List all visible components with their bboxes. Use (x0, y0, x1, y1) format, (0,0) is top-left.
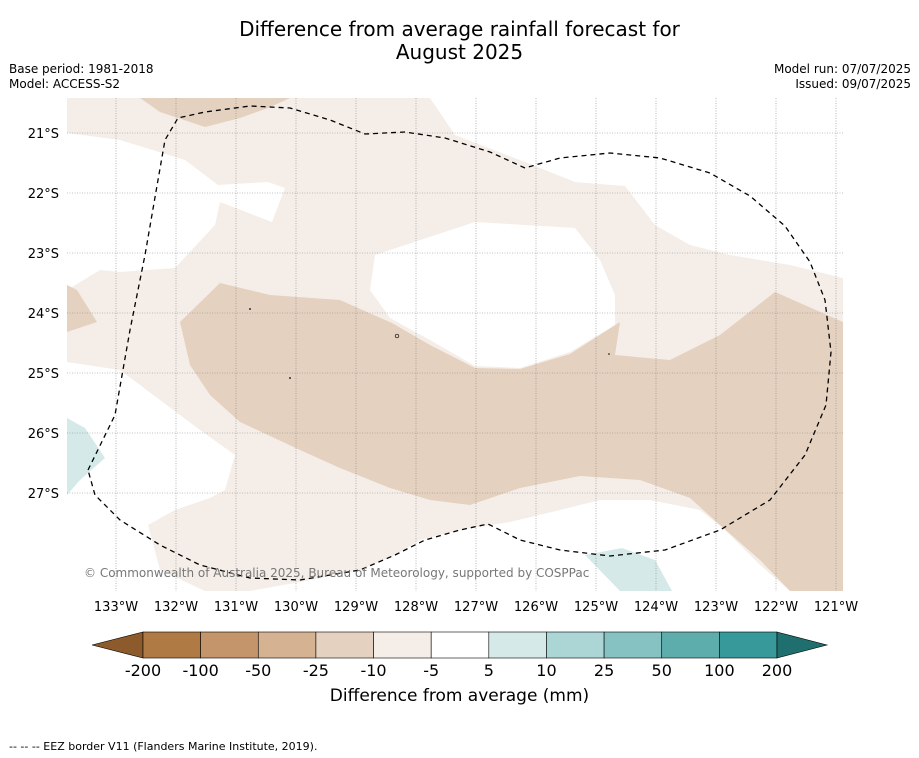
colorbar-cell-8 (603, 631, 663, 659)
lon-label-127w: 127°W (454, 600, 498, 615)
lon-label-128w: 128°W (394, 600, 438, 615)
lat-label-21s: 21°S (28, 127, 59, 142)
lon-label-121w: 121°W (814, 600, 858, 615)
meta-left: Base period: 1981-2018 Model: ACCESS-S2 (9, 62, 154, 92)
colorbar-cell-7 (546, 631, 605, 659)
colorbar-cell-0 (142, 631, 201, 659)
colorbar-right-extension (776, 631, 829, 659)
contour-teal-left (67, 418, 105, 495)
colorbar-cell-4 (373, 631, 432, 659)
speck-3 (394, 333, 400, 339)
eez-footnote: -- -- -- EEZ border V11 (Flanders Marine… (9, 740, 318, 753)
colorbar-tick-label: 10 (536, 661, 556, 680)
colorbar-tick-label: -200 (125, 661, 161, 680)
lat-label-22s: 22°S (28, 187, 59, 202)
colorbar-cell-6 (488, 631, 547, 659)
lon-label-122w: 122°W (754, 600, 798, 615)
issued-date: Issued: 09/07/2025 (795, 77, 911, 91)
lat-label-25s: 25°S (28, 367, 59, 382)
eez-border (87, 105, 832, 581)
gridlines (67, 98, 843, 591)
base-period: Base period: 1981-2018 (9, 62, 154, 76)
lon-label-131w: 131°W (214, 600, 258, 615)
colorbar-tick-label: 5 (484, 661, 494, 680)
lat-tick-labels: 21°S 22°S 23°S 24°S 25°S 26°S 27°S (28, 127, 59, 502)
lon-label-130w: 130°W (274, 600, 318, 615)
colorbar-cell-9 (661, 631, 720, 659)
title-line-1: Difference from average rainfall forecas… (239, 17, 680, 41)
map-title: Difference from average rainfall forecas… (0, 18, 919, 64)
colorbar-tick-label: 100 (704, 661, 735, 680)
colorbar-tick-label: 25 (594, 661, 614, 680)
contour-brown-left-edge (67, 285, 97, 332)
lon-label-126w: 126°W (514, 600, 558, 615)
lon-label-124w: 124°W (634, 600, 678, 615)
lat-label-26s: 26°S (28, 427, 59, 442)
colorbar-tick-label: -10 (360, 661, 386, 680)
contour-teal-bottom (585, 548, 672, 591)
lon-label-129w: 129°W (334, 600, 378, 615)
colorbar: -200 -100 -50 -25 -10 -5 5 10 25 50 100 200 (91, 631, 829, 680)
speck-2 (289, 377, 291, 379)
colorbar-tick-label: -25 (303, 661, 329, 680)
copyright-text: © Commonwealth of Australia 2025, Bureau… (84, 566, 589, 580)
speck-4 (608, 353, 610, 355)
map-area (67, 98, 843, 591)
lon-tick-labels: 133°W 132°W 131°W 130°W 129°W 128°W 127°… (94, 600, 858, 615)
model-run: Model run: 07/07/2025 (773, 62, 911, 76)
contour-medium-brown (180, 283, 843, 591)
lat-label-24s: 24°S (28, 307, 59, 322)
colorbar-cells (142, 631, 778, 659)
colorbar-cell-10 (719, 631, 778, 659)
colorbar-cell-3 (315, 631, 374, 659)
colorbar-ticks: -200 -100 -50 -25 -10 -5 5 10 25 50 100 200 (125, 661, 792, 680)
colorbar-label: Difference from average (mm) (329, 686, 590, 706)
lon-label-125w: 125°W (574, 600, 618, 615)
title-line-2: August 2025 (395, 40, 524, 64)
model-name: Model: ACCESS-S2 (9, 77, 121, 91)
colorbar-tick-label: -5 (423, 661, 439, 680)
lon-label-133w: 133°W (94, 600, 138, 615)
lon-label-123w: 123°W (694, 600, 738, 615)
speck-1 (249, 308, 251, 310)
colorbar-tick-label: 200 (762, 661, 793, 680)
contour-white-center (370, 222, 615, 368)
colorbar-cell-1 (200, 631, 259, 659)
contour-brown-top-left (140, 98, 290, 127)
lat-label-27s: 27°S (28, 487, 59, 502)
lat-label-23s: 23°S (28, 247, 59, 262)
meta-right: Model run: 07/07/2025 Issued: 09/07/2025 (774, 62, 911, 92)
colorbar-tick-label: -50 (245, 661, 271, 680)
colorbar-cell-2 (257, 631, 317, 659)
colorbar-cell-5 (430, 631, 490, 659)
colorbar-tick-label: 50 (652, 661, 672, 680)
colorbar-left-extension (91, 631, 144, 659)
colorbar-tick-label: -100 (182, 661, 218, 680)
lon-label-132w: 132°W (154, 600, 198, 615)
